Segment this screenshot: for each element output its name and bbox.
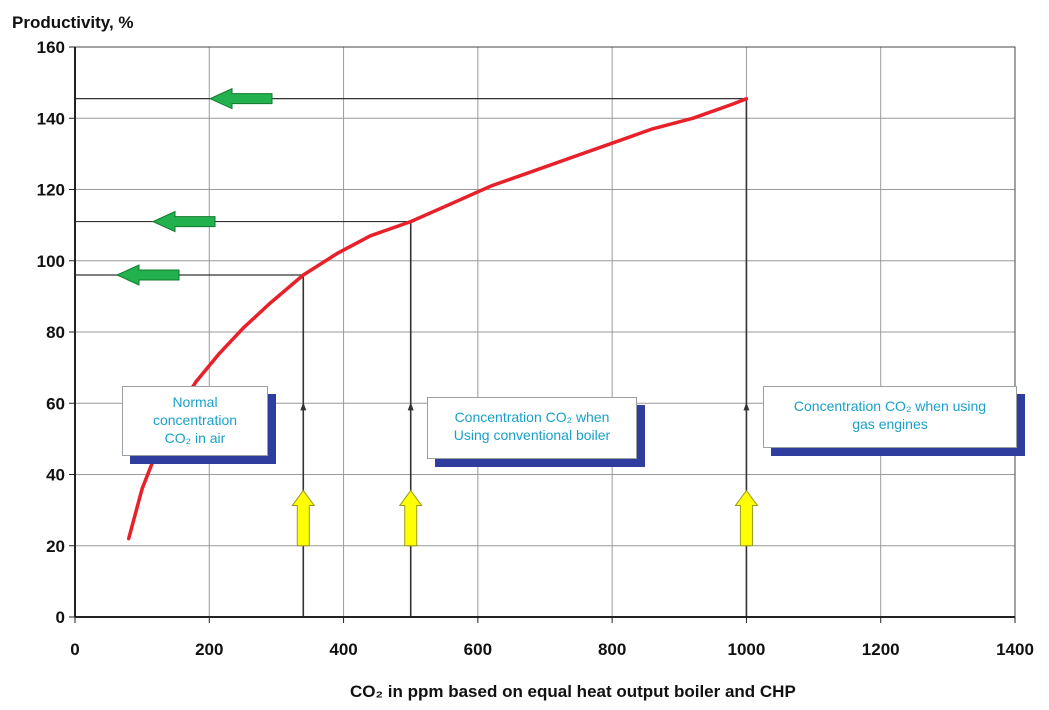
x-tick-label: 1000	[728, 640, 766, 659]
reference-lines	[75, 98, 748, 617]
up-arrow-icon	[291, 489, 316, 547]
y-tick-label: 40	[46, 466, 65, 485]
callout-conventional-boiler: Concentration CO₂ when Using conventiona…	[427, 397, 637, 459]
y-axis-title: Productivity, %	[12, 13, 134, 32]
up-arrow-icon	[734, 489, 759, 547]
callout-line: gas engines	[852, 416, 928, 432]
y-tick-label: 160	[37, 38, 65, 57]
arrowhead-icon	[300, 402, 307, 411]
y-tick-label: 100	[37, 252, 65, 271]
x-tick-label: 400	[329, 640, 357, 659]
x-tick-label: 800	[598, 640, 626, 659]
y-tick-label: 60	[46, 394, 65, 413]
callout-line: Concentration CO₂ when using	[793, 398, 987, 414]
x-tick-label: 200	[195, 640, 223, 659]
x-tick-label: 1400	[996, 640, 1034, 659]
x-tick-label: 0	[70, 640, 79, 659]
callout-line: Using conventional boiler	[453, 427, 611, 443]
x-axis-title: CO₂ in ppm based on equal heat output bo…	[350, 682, 796, 701]
arrow-markers	[115, 87, 759, 547]
callout-line: Normal	[172, 394, 218, 410]
up-arrow-icon	[398, 489, 423, 547]
y-tick-label: 0	[56, 608, 65, 627]
callout-line: concentration	[152, 412, 238, 428]
left-arrow-icon	[151, 210, 216, 233]
tick-labels: 0 20 40 60 80 100 120 140 160 0 200 400 600 800 1000 12…	[37, 38, 1034, 659]
left-arrow-icon	[208, 87, 273, 110]
callout-line: Concentration CO₂ when	[454, 409, 610, 425]
series-layer	[126, 96, 749, 541]
productivity-curve	[126, 96, 749, 541]
left-arrow-icon	[115, 264, 180, 286]
callout-line: CO₂ in air	[164, 430, 226, 446]
arrowhead-icon	[407, 402, 414, 411]
callout-gas-engines: Concentration CO₂ when using gas engines	[763, 386, 1017, 448]
y-tick-label: 120	[37, 181, 65, 200]
y-tick-label: 20	[46, 537, 65, 556]
y-tick-label: 140	[37, 109, 65, 128]
callout-normal-concentration: Normal concentration CO₂ in air	[122, 386, 268, 456]
x-tick-label: 600	[464, 640, 492, 659]
grid-lines	[75, 46, 1016, 617]
y-tick-label: 80	[46, 323, 65, 342]
arrowhead-icon	[743, 402, 750, 411]
x-tick-label: 1200	[862, 640, 900, 659]
